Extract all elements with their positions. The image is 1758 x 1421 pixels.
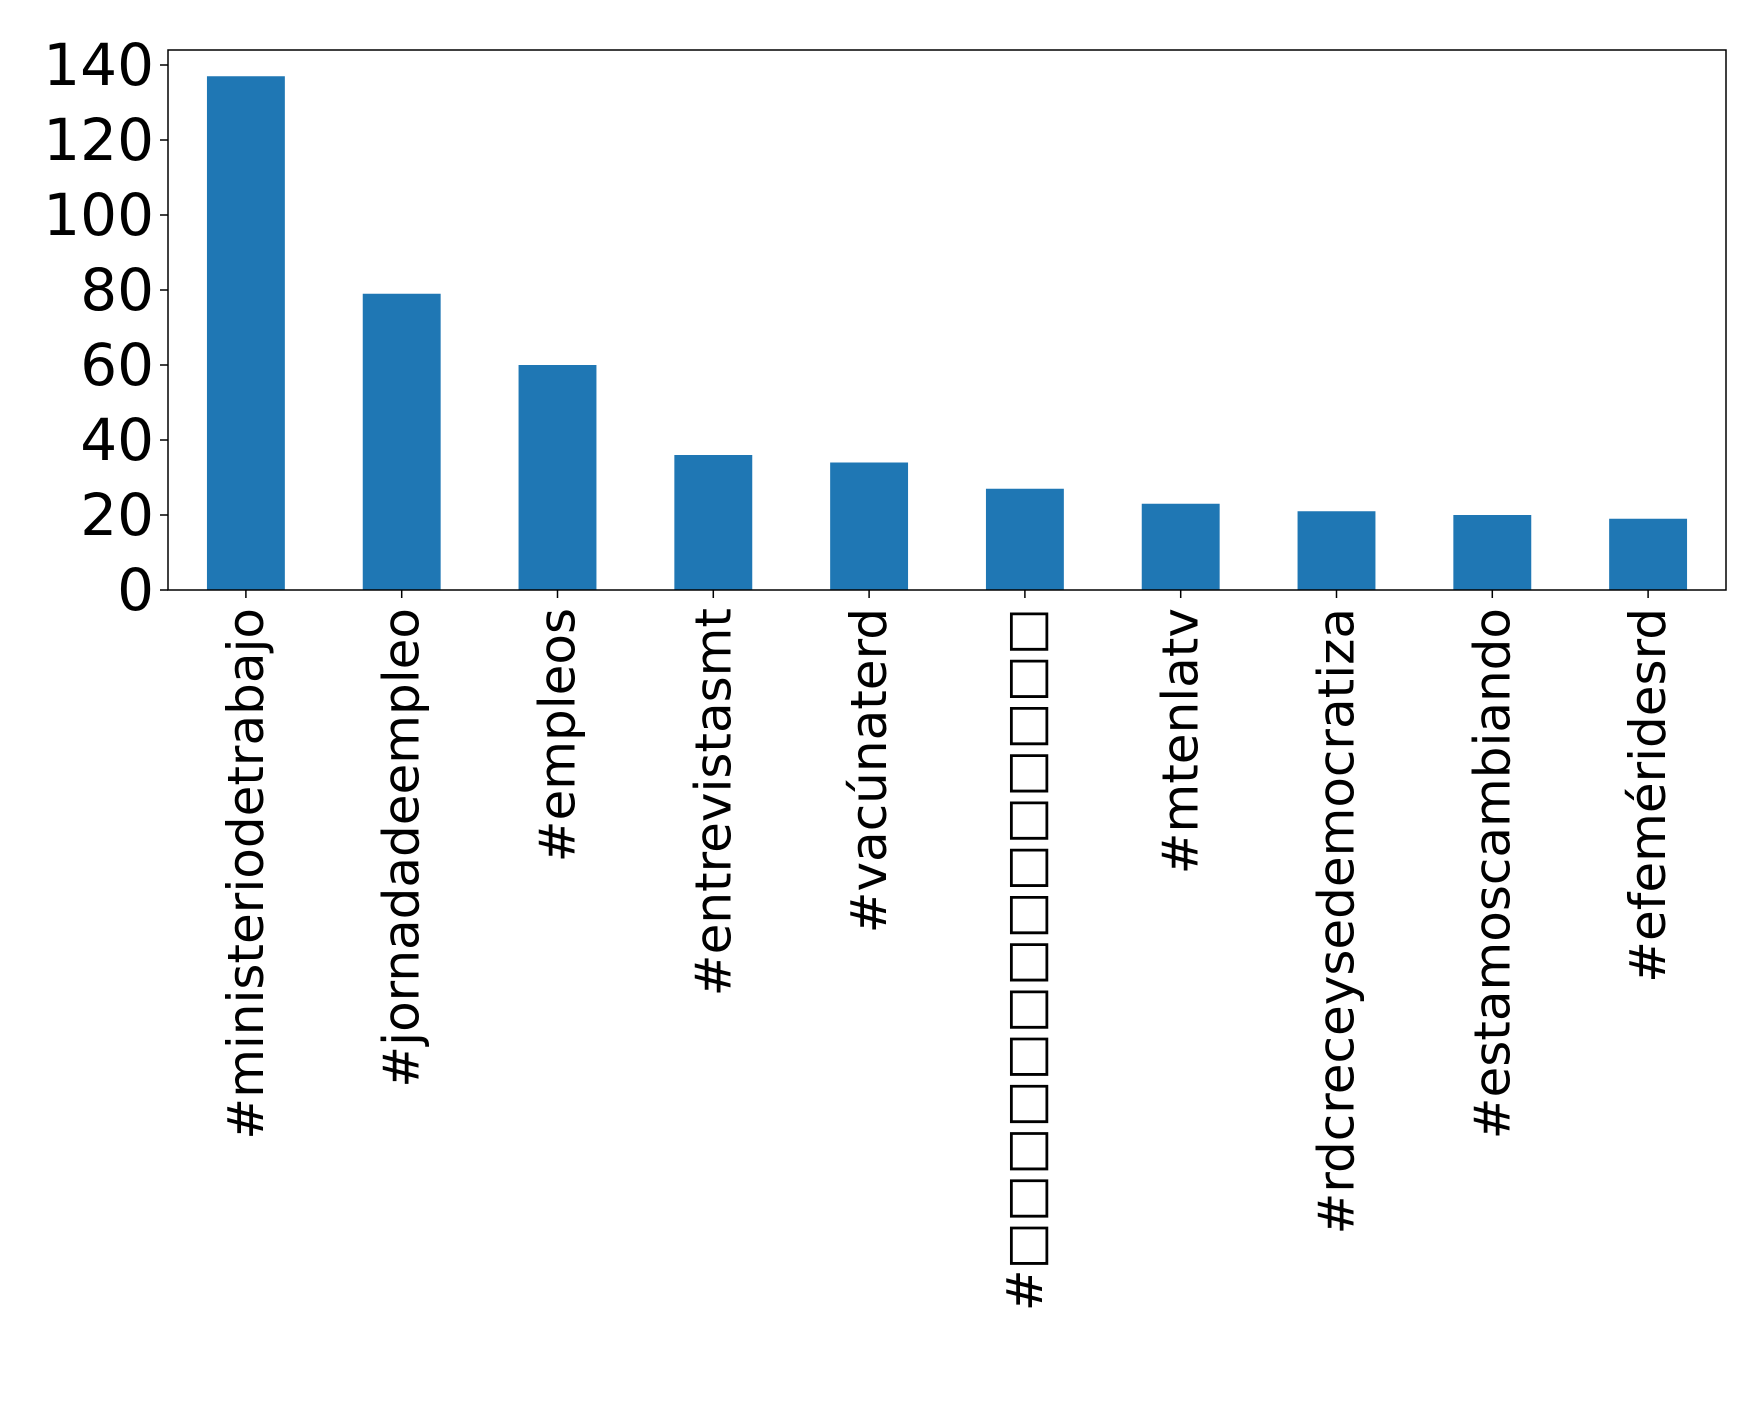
bar bbox=[674, 455, 753, 590]
x-tick-label: #jornadadeempleo bbox=[373, 608, 431, 1088]
bar bbox=[362, 293, 441, 590]
x-tick-label: #entrevistasmt bbox=[684, 608, 742, 996]
bar bbox=[1453, 515, 1532, 590]
y-axis: 0 20 40 60 80 100 120 140 bbox=[43, 31, 168, 624]
bar bbox=[1297, 511, 1376, 590]
y-tick-label: 20 bbox=[80, 481, 154, 549]
y-tick-label: 120 bbox=[43, 106, 154, 174]
x-tick-label: #efeméridesrd bbox=[1619, 608, 1677, 983]
bar bbox=[1609, 518, 1688, 590]
y-tick-label: 0 bbox=[117, 556, 154, 624]
y-tick-label: 40 bbox=[80, 406, 154, 474]
y-tick-label: 100 bbox=[43, 181, 154, 249]
bars-group bbox=[206, 76, 1688, 590]
y-tick-label: 140 bbox=[43, 31, 154, 99]
x-tick-label: #mtenlatv bbox=[1152, 608, 1210, 874]
x-tick-label: #estamoscambiando bbox=[1463, 608, 1521, 1139]
bar bbox=[985, 488, 1064, 590]
bar bbox=[830, 462, 909, 590]
x-tick-label: #□□□□□□□□□□□□□□ bbox=[996, 608, 1054, 1311]
y-tick-label: 60 bbox=[80, 331, 154, 399]
x-tick-label: #ministeriodetrabajo bbox=[217, 608, 275, 1140]
bar bbox=[1141, 503, 1220, 590]
x-tick-label: #empleos bbox=[529, 608, 587, 862]
bar bbox=[518, 365, 597, 590]
x-tick-label: #rdcreceysedemocratiza bbox=[1308, 608, 1366, 1235]
bar bbox=[206, 76, 285, 590]
plot-frame bbox=[167, 49, 1727, 591]
y-tick-label: 80 bbox=[80, 256, 154, 324]
x-tick-label: #vacúnaterd bbox=[840, 608, 898, 933]
x-axis: #ministeriodetrabajo #jornadadeempleo #emp… bbox=[217, 590, 1677, 1311]
